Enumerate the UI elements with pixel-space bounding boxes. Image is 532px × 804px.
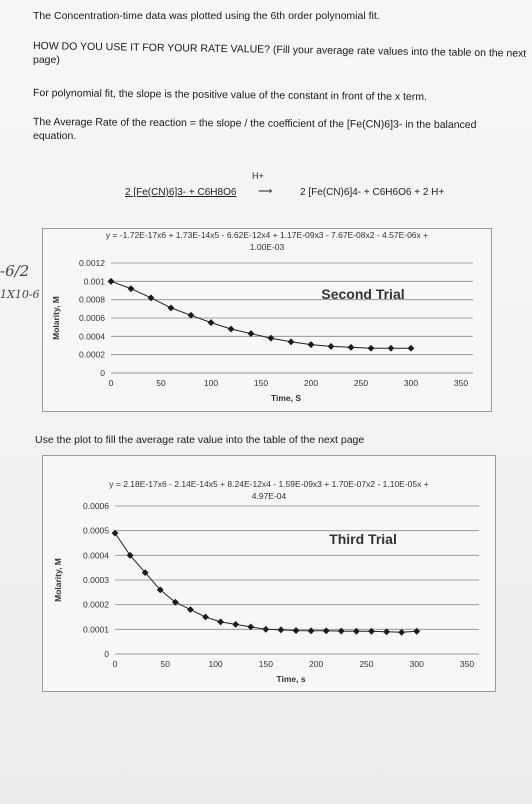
chart-title: Third Trial — [329, 531, 397, 547]
data-point — [398, 628, 406, 636]
data-point — [207, 319, 215, 326]
y-tick-label: 0.0001 — [83, 624, 109, 634]
y-axis-label: Molarity, M — [51, 296, 61, 340]
data-point — [202, 613, 209, 621]
fit-curve — [110, 280, 411, 349]
x-tick-label: 0 — [113, 659, 118, 669]
x-tick-label: 100 — [204, 378, 218, 388]
data-point — [307, 341, 315, 348]
rate-rule-cont: equation. — [33, 130, 77, 142]
y-tick-label: 0.0008 — [79, 295, 105, 305]
data-point — [307, 627, 315, 635]
data-point — [141, 569, 149, 576]
data-point — [111, 529, 119, 537]
chart-svg: 0.0006 0.0005 0.0004 0.0003 0.0002 0.0001 00 50… — [53, 501, 479, 684]
question-line: HOW DO YOU USE IT FOR YOUR RATE VALUE? (… — [32, 40, 527, 60]
reaction-products: 2 [Fe(CN)6]4- + C6H6O6 + 2 H+ — [300, 187, 445, 198]
chart-second-trial: y = -1.72E-17x6 + 1.73E-14x5 - 6.62E-12x… — [42, 228, 492, 412]
x-tick-label: 0 — [109, 378, 114, 388]
data-point — [352, 627, 360, 635]
y-tick-label: 0.0004 — [79, 331, 105, 341]
fit-equation-line1: y = -1.72E-17x6 + 1.73E-14x5 - 6.62E-12x… — [105, 230, 429, 240]
data-point — [147, 294, 155, 302]
fit-curve — [114, 532, 417, 633]
data-point — [292, 627, 300, 634]
data-point — [156, 586, 164, 594]
data-point — [247, 623, 255, 631]
data-point — [232, 621, 240, 628]
reaction-reactants: 2 [Fe(CN)6]3- + C6H8O6 — [125, 187, 237, 198]
x-tick-label: 200 — [309, 659, 323, 669]
fit-equation-line2: 1.00E-03 — [249, 242, 285, 252]
handwritten-note-2: 1X10-6 — [0, 288, 40, 301]
fit-equation-line2: 4.97E-04 — [251, 491, 287, 501]
x-tick-label: 200 — [304, 378, 318, 388]
y-tick-label: 0.0012 — [79, 258, 105, 268]
y-tick-label: 0.0002 — [83, 600, 109, 610]
data-point — [247, 330, 255, 337]
catalyst-label: H+ — [252, 171, 264, 181]
data-point — [347, 343, 355, 351]
data-point — [217, 618, 224, 626]
data-point — [277, 626, 285, 634]
data-point — [367, 344, 375, 352]
x-tick-label: 100 — [208, 659, 222, 669]
data-point — [387, 344, 395, 352]
reaction-arrow: ⟶ — [258, 186, 273, 197]
data-point — [327, 343, 335, 350]
data-point — [407, 344, 415, 352]
fit-equation: y = -1.72E-17x6 + 1.73E-14x5 - 6.62E-12x… — [43, 229, 491, 253]
x-tick-label: 300 — [410, 659, 424, 669]
x-tick-label: 350 — [460, 659, 474, 669]
x-axis-label: Time, S — [271, 393, 301, 403]
y-tick-label: 0 — [100, 368, 105, 378]
data-point — [171, 598, 179, 606]
y-tick-label: 0.0006 — [83, 501, 109, 511]
intro-line: The Concentration-time data was plotted … — [33, 10, 380, 22]
x-tick-label: 250 — [354, 378, 368, 388]
question-line-cont: page) — [33, 54, 60, 66]
rate-rule: The Average Rate of the reaction = the s… — [32, 116, 477, 132]
instruction-line: Use the plot to fill the average rate va… — [35, 434, 365, 446]
fit-equation: y = 2.18E-17x6 - 2.14E-14x5 + 8.24E-12x4… — [43, 478, 495, 502]
y-tick-label: 0.0003 — [83, 575, 109, 585]
y-tick-label: 0.0002 — [79, 350, 105, 360]
chart-third-trial: y = 2.18E-17x6 - 2.14E-14x5 + 8.24E-12x4… — [42, 455, 496, 692]
fit-equation-line1: y = 2.18E-17x6 - 2.14E-14x5 + 8.24E-12x4… — [109, 479, 429, 489]
y-tick-label: 0.001 — [84, 276, 106, 286]
data-point — [383, 628, 390, 636]
data-point — [262, 625, 270, 633]
data-point — [267, 334, 275, 342]
chart-svg: 0.0012 0.001 0.0008 0.0006 0.0004 0.0002 00 50 1… — [51, 258, 473, 403]
data-point — [187, 606, 194, 613]
y-tick-label: 0.0004 — [83, 550, 109, 560]
y-tick-label: 0.0005 — [83, 526, 109, 536]
data-point — [227, 325, 235, 333]
data-point — [126, 551, 134, 559]
x-tick-label: 50 — [161, 659, 171, 669]
y-axis-label: Molarity, M — [53, 558, 63, 602]
x-tick-label: 150 — [254, 378, 268, 388]
data-point — [127, 285, 135, 293]
data-point — [413, 627, 421, 635]
x-tick-label: 250 — [359, 659, 373, 669]
x-tick-label: 300 — [404, 378, 418, 388]
data-point — [107, 277, 115, 285]
x-tick-label: 150 — [259, 659, 273, 669]
data-point — [322, 627, 330, 635]
chart-title: Second Trial — [321, 286, 404, 302]
x-tick-label: 50 — [156, 378, 166, 388]
data-point — [167, 304, 175, 312]
y-tick-label: 0.0006 — [79, 313, 105, 323]
data-point — [337, 627, 345, 635]
slope-rule: For polynomial fit, the slope is the pos… — [32, 87, 427, 104]
x-axis-label: Time, s — [276, 674, 305, 684]
data-point — [287, 338, 295, 346]
handwritten-note: -6/2 — [0, 262, 30, 280]
data-point — [368, 627, 375, 635]
y-tick-label: 0 — [104, 649, 109, 659]
x-tick-label: 350 — [454, 378, 468, 388]
